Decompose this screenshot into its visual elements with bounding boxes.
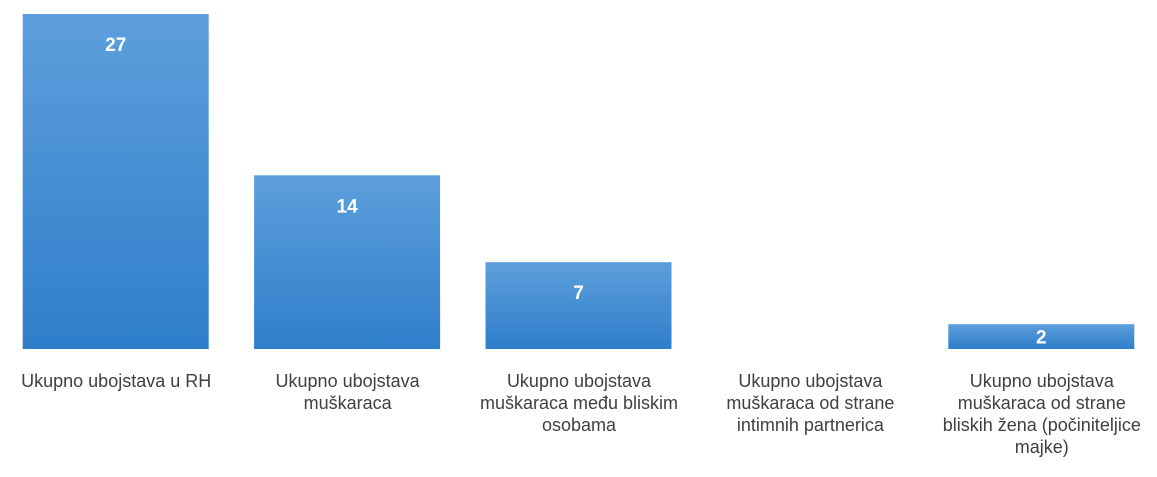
x-tick-label: Ukupno ubojstava muškaraca od strane int… (726, 371, 895, 435)
x-tick-label: Ukupno ubojstava muškaraca (275, 371, 420, 413)
x-tick-label: Ukupno ubojstava muškaraca među bliskim … (479, 371, 679, 435)
x-tick-label: Ukupno ubojstava u RH (21, 371, 212, 391)
bar (485, 262, 672, 349)
bar (254, 175, 441, 349)
value-label: 14 (337, 196, 359, 217)
value-label: 7 (573, 283, 584, 304)
x-tick-label: Ukupno ubojstava muškaraca od strane bli… (942, 371, 1141, 457)
bar (22, 14, 209, 349)
value-label: 27 (105, 35, 126, 56)
value-label: 2 (1036, 328, 1047, 349)
bar (948, 324, 1135, 349)
